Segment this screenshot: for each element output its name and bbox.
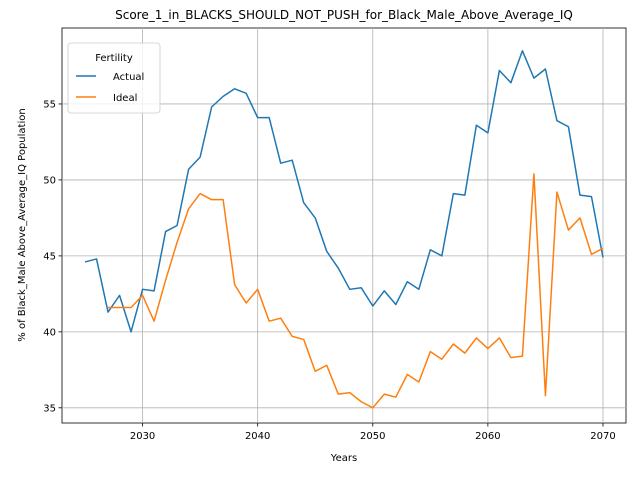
- series-layer: [84, 50, 604, 409]
- x-axis-label: Years: [330, 453, 357, 464]
- x-tick-label: 2040: [245, 431, 270, 442]
- x-tick-label: 2070: [590, 431, 615, 442]
- x-tick-label: 2030: [130, 431, 155, 442]
- axis-ticks: 2030 2040 2050 2060 2070 35 40 45 50 55: [43, 99, 615, 442]
- legend-label-ideal: Ideal: [113, 93, 137, 104]
- x-tick-label: 2060: [475, 431, 500, 442]
- x-tick-label: 2050: [360, 431, 385, 442]
- y-tick-label: 55: [43, 99, 56, 110]
- y-tick-label: 35: [43, 403, 56, 414]
- y-tick-label: 40: [43, 327, 56, 338]
- legend-title: Fertility: [95, 53, 133, 64]
- y-tick-label: 50: [43, 175, 56, 186]
- series-line-ideal: [108, 173, 604, 409]
- chart-title: Score_1_in_BLACKS_SHOULD_NOT_PUSH_for_Bl…: [115, 8, 573, 22]
- y-axis-label: % of Black_Male Above_Average_IQ Populat…: [17, 108, 28, 341]
- y-tick-label: 45: [43, 251, 56, 262]
- legend-box: [67, 42, 161, 114]
- series-line-actual: [84, 50, 604, 333]
- legend-label-actual: Actual: [113, 72, 144, 83]
- legend: Fertility Actual Ideal: [67, 42, 161, 114]
